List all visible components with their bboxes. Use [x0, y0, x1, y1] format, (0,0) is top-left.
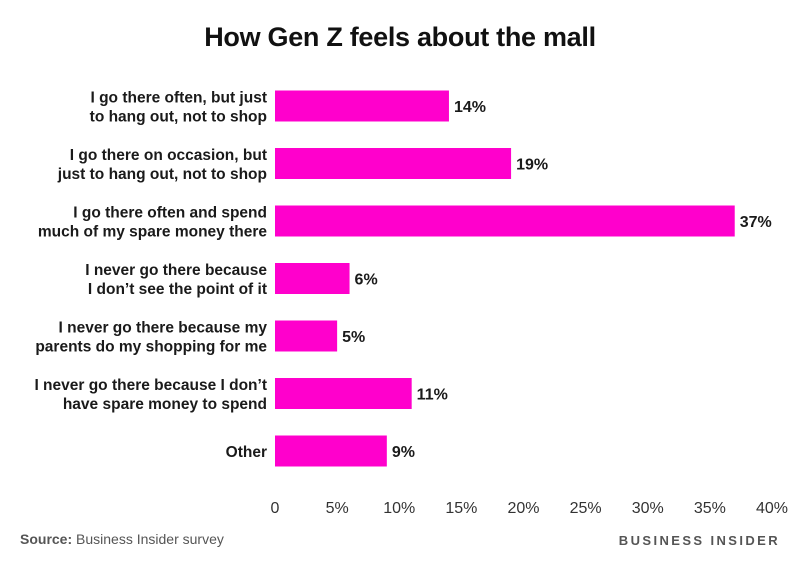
bar: [275, 205, 735, 237]
bar-value-label: 5%: [342, 329, 365, 346]
category-label-line: much of my spare money there: [38, 224, 268, 241]
category-label-line: I never go there because: [85, 262, 267, 279]
bar-value-label: 19%: [516, 157, 548, 174]
category-label: I never go there because I don’t have spa…: [34, 377, 267, 413]
bar-value-label: 6%: [355, 272, 378, 289]
brand-logo: BUSINESS INSIDER: [618, 533, 780, 548]
category-label-line: I never go there because my: [59, 320, 268, 337]
bar-value-label: 14%: [454, 99, 486, 116]
x-tick-label: 20%: [507, 500, 539, 517]
category-label: I go there often and spend much of my spa…: [38, 205, 268, 241]
bar: [275, 320, 338, 352]
category-label-line: parents do my shopping for me: [35, 339, 267, 356]
x-tick-label: 5%: [326, 500, 349, 517]
bar: [275, 378, 412, 409]
bar-value-label: 11%: [417, 387, 448, 404]
category-label-line: Other: [226, 444, 267, 461]
category-label-line: to hang out, not to shop: [90, 109, 267, 126]
category-label-line: I go there often and spend: [73, 205, 267, 222]
bar: [275, 435, 387, 467]
x-tick-label: 10%: [383, 500, 415, 517]
category-label: Other: [226, 444, 267, 461]
category-label-line: I don’t see the point of it: [88, 281, 267, 298]
x-tick-label: 30%: [632, 500, 664, 517]
source-note: Source: Business Insider survey: [20, 531, 224, 547]
category-label-line: just to hang out, not to shop: [57, 166, 267, 183]
category-label-line: I never go there because I don’t: [34, 377, 267, 394]
source-text: Business Insider survey: [72, 531, 224, 547]
x-tick-label: 15%: [445, 500, 477, 517]
bar-value-label: 9%: [392, 444, 415, 461]
category-label-line: I go there on occasion, but: [70, 147, 267, 164]
category-label: I go there often, but just to hang out, n…: [90, 90, 267, 126]
category-label: I go there on occasion, but just to hang …: [57, 147, 267, 183]
bar: [275, 263, 350, 294]
category-label-line: I go there often, but just: [90, 90, 267, 107]
x-tick-label: 40%: [756, 500, 788, 517]
x-tick-label: 25%: [570, 500, 602, 517]
source-prefix: Source:: [20, 531, 73, 547]
bar-value-label: 37%: [740, 214, 772, 231]
x-tick-label: 35%: [694, 500, 726, 517]
category-label-line: have spare money to spend: [63, 396, 267, 413]
category-label: I never go there because my parents do my…: [35, 320, 267, 356]
x-tick-label: 0: [271, 500, 280, 517]
bar: [275, 148, 512, 179]
chart-title: How Gen Z feels about the mall: [204, 22, 596, 52]
category-label: I never go there because I don’t see the …: [85, 262, 267, 298]
bar: [275, 90, 449, 122]
